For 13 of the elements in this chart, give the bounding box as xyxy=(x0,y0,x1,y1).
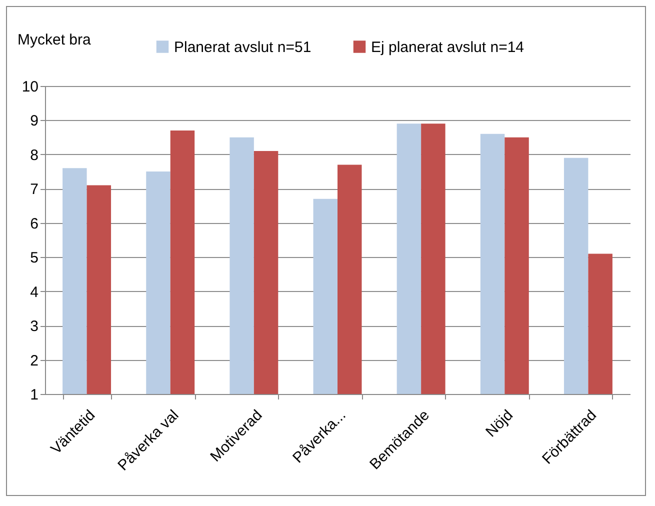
y-tick-label: 6 xyxy=(30,215,38,232)
y-tick-label: 4 xyxy=(30,284,38,301)
y-tick-label: 3 xyxy=(30,318,38,336)
y-axis-title: Mycket bra xyxy=(18,32,92,48)
y-tick-label: 1 xyxy=(30,386,38,404)
y-tick-label: 5 xyxy=(30,250,38,267)
legend-label: Planerat avslut n=51 xyxy=(174,38,312,56)
y-tick-label: 8 xyxy=(30,146,38,164)
y-tick-label: 2 xyxy=(30,352,38,370)
y-tick-label: 10 xyxy=(22,78,38,96)
y-tick-label: 9 xyxy=(30,112,38,130)
y-tick-label: 7 xyxy=(30,181,38,198)
legend-label: Ej planerat avslut n=14 xyxy=(371,38,524,56)
